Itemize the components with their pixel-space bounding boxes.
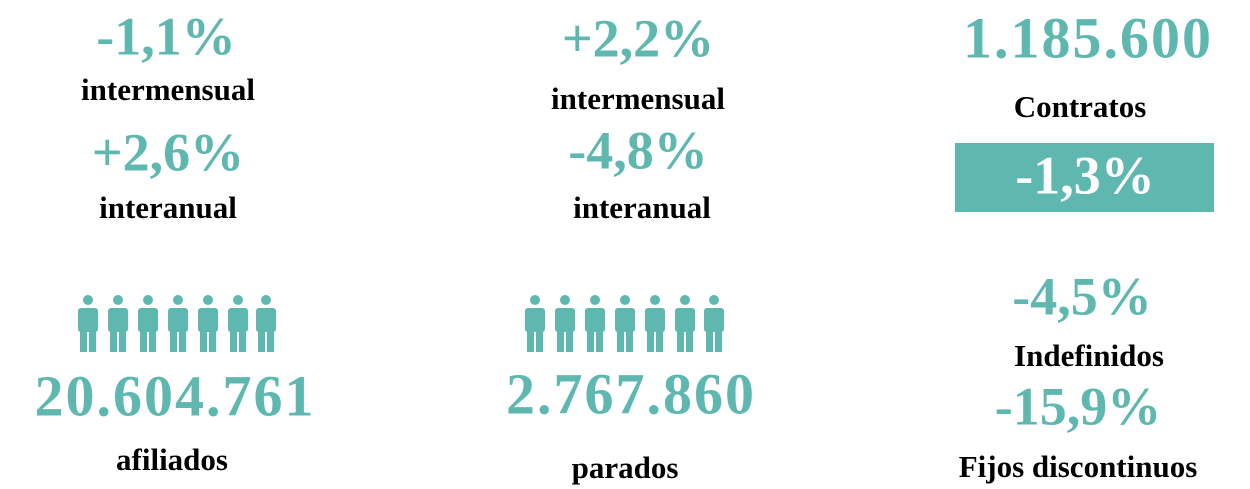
- parados-column: +2,2% intermensual -4,8% interanual 2.76…: [506, 8, 756, 485]
- total-label: Contratos: [1014, 89, 1147, 124]
- yearly-change: +2,6%: [92, 122, 244, 182]
- contratos-column: 1.185.600 Contratos -1,3% -4,5% Indefini…: [955, 5, 1214, 484]
- total: 1.185.600: [963, 5, 1213, 70]
- monthly-label: intermensual: [551, 81, 725, 116]
- yearly-label: interanual: [99, 190, 237, 225]
- change-box: [955, 143, 1214, 212]
- total-label: afiliados: [116, 442, 228, 477]
- people-icons: [78, 295, 276, 352]
- monthly-label: intermensual: [81, 72, 255, 107]
- total-label: parados: [572, 450, 679, 485]
- fijos-change: -15,9%: [995, 376, 1161, 436]
- people-icons: [525, 295, 724, 352]
- monthly-change: +2,2%: [562, 8, 714, 68]
- yearly-change: -4,8%: [568, 120, 707, 180]
- indefinidos-label: Indefinidos: [1014, 338, 1164, 373]
- fijos-label: Fijos discontinuos: [959, 449, 1198, 484]
- afiliados-column: -1,1% intermensual +2,6% interanual 20.6…: [35, 6, 316, 477]
- yearly-label: interanual: [573, 190, 711, 225]
- monthly-change: -1,1%: [96, 6, 235, 66]
- change: -1,3%: [1015, 145, 1154, 205]
- total: 20.604.761: [35, 363, 316, 428]
- total: 2.767.860: [506, 361, 756, 426]
- indefinidos-change: -4,5%: [1012, 266, 1151, 326]
